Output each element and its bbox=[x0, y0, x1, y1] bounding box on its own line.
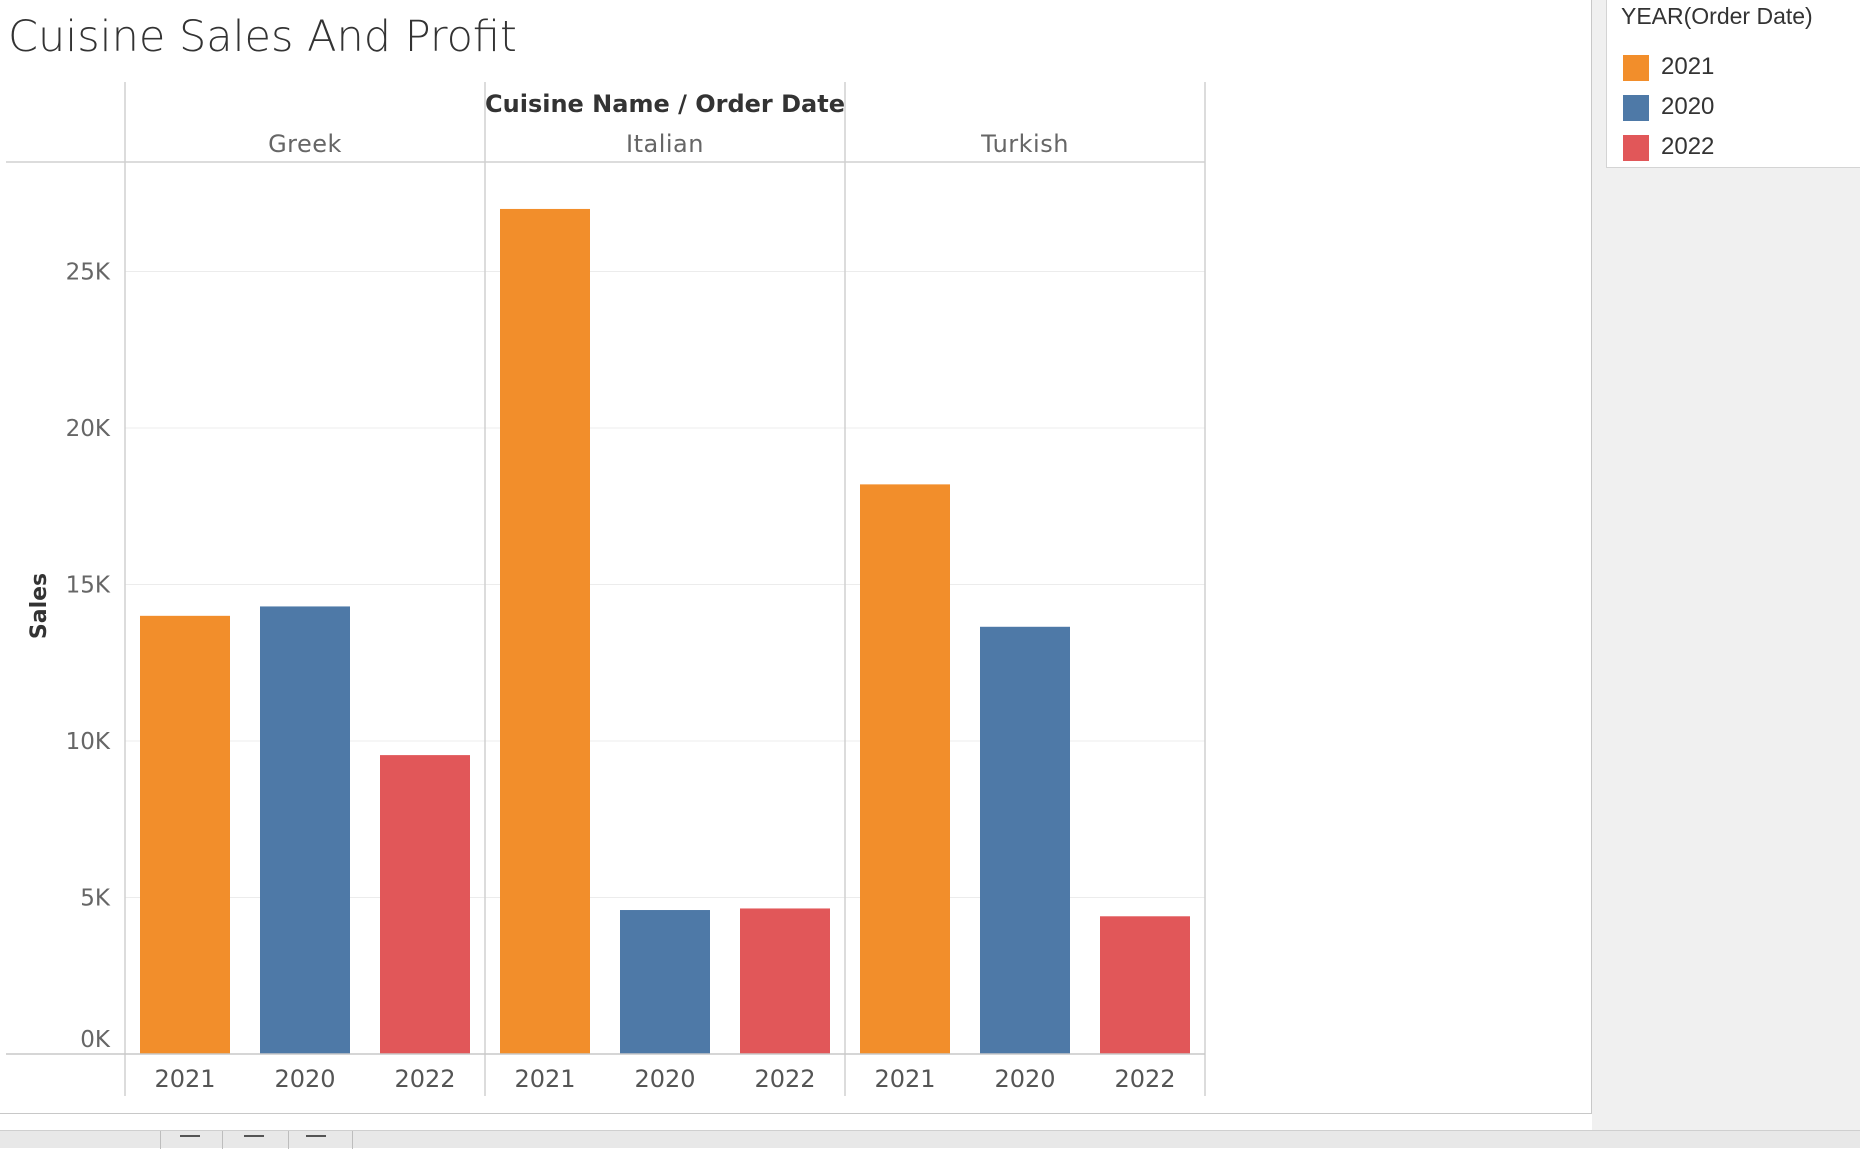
column-header: Cuisine Name / Order Date bbox=[485, 90, 845, 118]
legend-swatch bbox=[1623, 135, 1649, 161]
x-tick-label: 2020 bbox=[994, 1065, 1055, 1093]
legend-label: 2021 bbox=[1661, 53, 1715, 80]
panel-header-turkish: Turkish bbox=[980, 130, 1069, 158]
bar-italian-2021[interactable] bbox=[500, 208, 590, 1054]
legend-item-2021[interactable]: 2021 bbox=[1615, 52, 1845, 82]
color-legend: YEAR(Order Date) 2021 2020 2022 bbox=[1606, 0, 1860, 168]
legend-label: 2020 bbox=[1661, 93, 1715, 120]
sheet-tab-icon[interactable] bbox=[180, 1135, 200, 1149]
legend-item-2020[interactable]: 2020 bbox=[1615, 92, 1845, 122]
bar-turkish-2021[interactable] bbox=[860, 484, 950, 1054]
status-bar-divider bbox=[222, 1131, 223, 1149]
side-panel bbox=[1592, 0, 1860, 1130]
y-tick-label: 15K bbox=[66, 573, 111, 599]
status-bar-divider bbox=[352, 1131, 353, 1149]
y-tick-label: 5K bbox=[80, 886, 111, 912]
x-tick-label: 2021 bbox=[874, 1065, 935, 1093]
bar-italian-2022[interactable] bbox=[740, 908, 830, 1054]
panel-header-italian: Italian bbox=[626, 130, 704, 158]
x-tick-label: 2022 bbox=[754, 1065, 815, 1093]
legend-label: 2022 bbox=[1661, 133, 1715, 160]
status-bar-divider bbox=[288, 1131, 289, 1149]
x-tick-label: 2022 bbox=[394, 1065, 455, 1093]
x-tick-label: 2020 bbox=[274, 1065, 335, 1093]
dashboard-tab-icon[interactable] bbox=[244, 1135, 264, 1149]
status-bar bbox=[0, 1130, 1860, 1149]
x-tick-label: 2020 bbox=[634, 1065, 695, 1093]
bar-chart: 2021 2020 2022 Greek 2021 2020 2022 Italian 2021… bbox=[6, 82, 1206, 1096]
x-tick-label: 2021 bbox=[514, 1065, 575, 1093]
bar-greek-2020[interactable] bbox=[260, 606, 350, 1054]
legend-swatch bbox=[1623, 55, 1649, 81]
story-tab-icon[interactable] bbox=[306, 1135, 326, 1149]
worksheet-view: Cuisine Sales And Profit 2021 2020 2022 Gre… bbox=[0, 0, 1592, 1114]
legend-item-2022[interactable]: 2022 bbox=[1615, 132, 1845, 162]
bar-greek-2021[interactable] bbox=[140, 615, 230, 1054]
panel-header-greek: Greek bbox=[268, 130, 342, 158]
legend-swatch bbox=[1623, 95, 1649, 121]
y-axis-label: Sales bbox=[27, 573, 52, 639]
bar-turkish-2022[interactable] bbox=[1100, 916, 1190, 1054]
bar-greek-2022[interactable] bbox=[380, 755, 470, 1054]
y-tick-label: 10K bbox=[66, 729, 111, 755]
y-tick-label: 25K bbox=[66, 260, 111, 286]
y-tick-label: 20K bbox=[66, 416, 111, 442]
sheet-title: Cuisine Sales And Profit bbox=[8, 12, 517, 62]
bar-turkish-2020[interactable] bbox=[980, 626, 1070, 1054]
status-bar-divider bbox=[160, 1131, 161, 1149]
legend-title: YEAR(Order Date) bbox=[1621, 3, 1813, 29]
bar-italian-2020[interactable] bbox=[620, 910, 710, 1054]
x-tick-label: 2022 bbox=[1114, 1065, 1175, 1093]
x-tick-label: 2021 bbox=[154, 1065, 215, 1093]
y-tick-label: 0K bbox=[80, 1027, 111, 1053]
